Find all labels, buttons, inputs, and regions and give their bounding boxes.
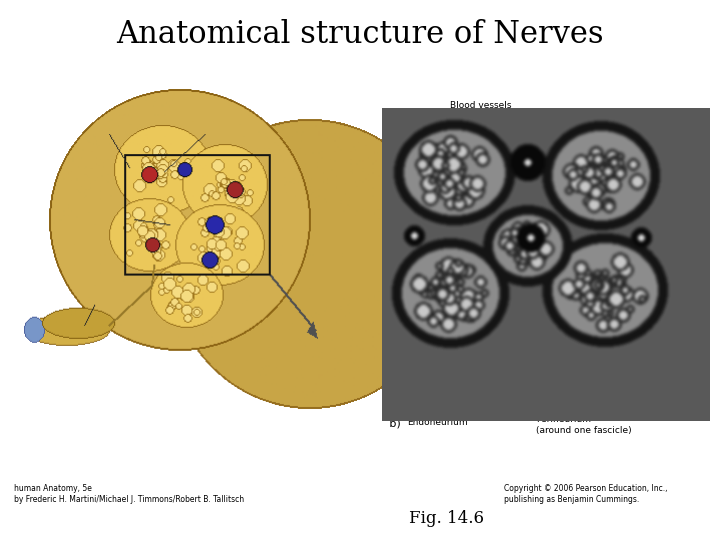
Text: Fig. 14.6: Fig. 14.6	[409, 510, 484, 527]
Text: Endoneurium: Endoneurium	[47, 231, 107, 239]
Text: Copyright © 2006 Pearson Education, Inc.,
publishing as Benjamin Cummings.: Copyright © 2006 Pearson Education, Inc.…	[504, 484, 667, 504]
Text: Schwann cell: Schwann cell	[40, 279, 99, 288]
Text: Perineurium
(around one
fascicle): Perineurium (around one fascicle)	[47, 128, 102, 158]
Text: Anatomical structure of Nerves: Anatomical structure of Nerves	[116, 19, 604, 50]
Text: Blood vessels: Blood vessels	[450, 101, 511, 110]
Text: Perineurium
(around one fascicle): Perineurium (around one fascicle)	[536, 415, 632, 435]
Text: (b): (b)	[385, 418, 401, 429]
Text: Epineurium covering
peripheral nerve: Epineurium covering peripheral nerve	[252, 93, 346, 112]
Text: Endoneurium: Endoneurium	[407, 418, 467, 427]
Text: Myelinated axon: Myelinated axon	[29, 393, 104, 401]
Text: human Anatomy, 5e
by Frederic H. Martini/Michael J. Timmons/Robert B. Tallitsch: human Anatomy, 5e by Frederic H. Martini…	[14, 484, 245, 504]
Text: (a): (a)	[25, 435, 41, 445]
Text: Blood vessels: Blood vessels	[176, 117, 238, 126]
Text: Fascicle: Fascicle	[191, 339, 226, 347]
